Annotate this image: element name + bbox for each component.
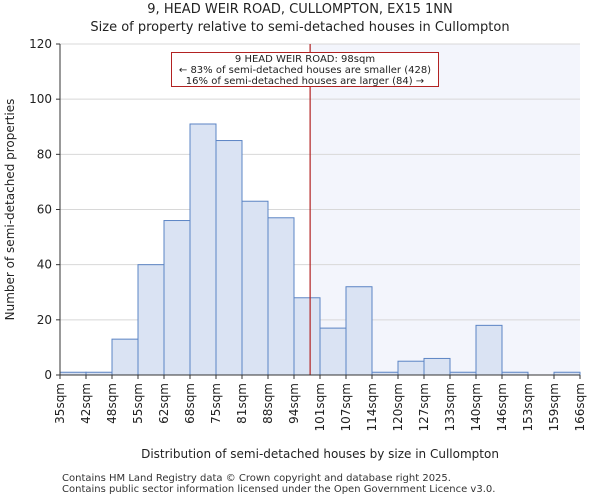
x-tick-label: 114sqm: [365, 383, 379, 431]
x-tick-label: 133sqm: [443, 383, 457, 431]
bar-68sqm: [189, 123, 217, 376]
y-axis-label: Number of semi-detached properties: [3, 99, 17, 321]
x-tick-label: 55sqm: [131, 383, 145, 424]
y-tick-label: 0: [44, 368, 52, 382]
bar-55sqm: [137, 264, 165, 376]
bar-94sqm: [293, 297, 321, 376]
y-tick-label: 120: [29, 37, 52, 51]
bar-48sqm: [111, 338, 139, 376]
footer-copyright: Contains HM Land Registry data © Crown c…: [62, 473, 451, 484]
x-axis-label: Distribution of semi-detached houses by …: [141, 447, 499, 461]
bar-127sqm: [423, 357, 451, 376]
x-tick-label: 81sqm: [235, 383, 249, 424]
x-tick-label: 146sqm: [495, 383, 509, 431]
y-tick-label: 40: [37, 258, 52, 272]
x-tick-label: 107sqm: [339, 383, 353, 431]
footer-licence: Contains public sector information licen…: [62, 484, 496, 495]
x-tick-label: 75sqm: [209, 383, 223, 424]
annotation-line-3: 16% of semi-detached houses are larger (…: [185, 76, 425, 87]
x-tick-label: 42sqm: [79, 383, 93, 424]
bar-120sqm: [397, 360, 425, 376]
annotation-line-1: 9 HEAD WEIR ROAD: 98sqm: [234, 54, 376, 65]
x-tick-label: 127sqm: [417, 383, 431, 431]
x-tick-label: 159sqm: [547, 383, 561, 431]
x-tick-label: 166sqm: [573, 383, 587, 431]
y-tick-label: 100: [29, 92, 52, 106]
bar-140sqm: [475, 324, 503, 376]
x-tick-label: 120sqm: [391, 383, 405, 431]
x-tick-label: 62sqm: [157, 383, 171, 424]
x-tick-label: 35sqm: [53, 383, 67, 424]
x-tick-label: 88sqm: [261, 383, 275, 424]
annotation-box: 9 HEAD WEIR ROAD: 98sqm ← 83% of semi-de…: [171, 52, 439, 87]
bar-62sqm: [163, 220, 191, 376]
bar-107sqm: [345, 286, 373, 376]
x-tick-label: 101sqm: [313, 383, 327, 431]
y-tick-label: 20: [37, 313, 52, 327]
x-tick-label: 140sqm: [469, 383, 483, 431]
bar-88sqm: [267, 217, 295, 376]
x-tick-label: 94sqm: [287, 383, 301, 424]
x-tick-label: 153sqm: [521, 383, 535, 431]
x-tick-label: 68sqm: [183, 383, 197, 424]
bar-101sqm: [319, 327, 347, 376]
x-tick-label: 48sqm: [105, 383, 119, 424]
chart-subtitle: Size of property relative to semi-detach…: [90, 20, 510, 35]
y-tick-label: 60: [37, 203, 52, 217]
y-tick-label: 80: [37, 147, 52, 161]
bar-75sqm: [215, 140, 243, 376]
chart-title: 9, HEAD WEIR ROAD, CULLOMPTON, EX15 1NN: [147, 2, 453, 17]
annotation-line-2: ← 83% of semi-detached houses are smalle…: [178, 65, 432, 76]
bar-81sqm: [241, 200, 269, 376]
